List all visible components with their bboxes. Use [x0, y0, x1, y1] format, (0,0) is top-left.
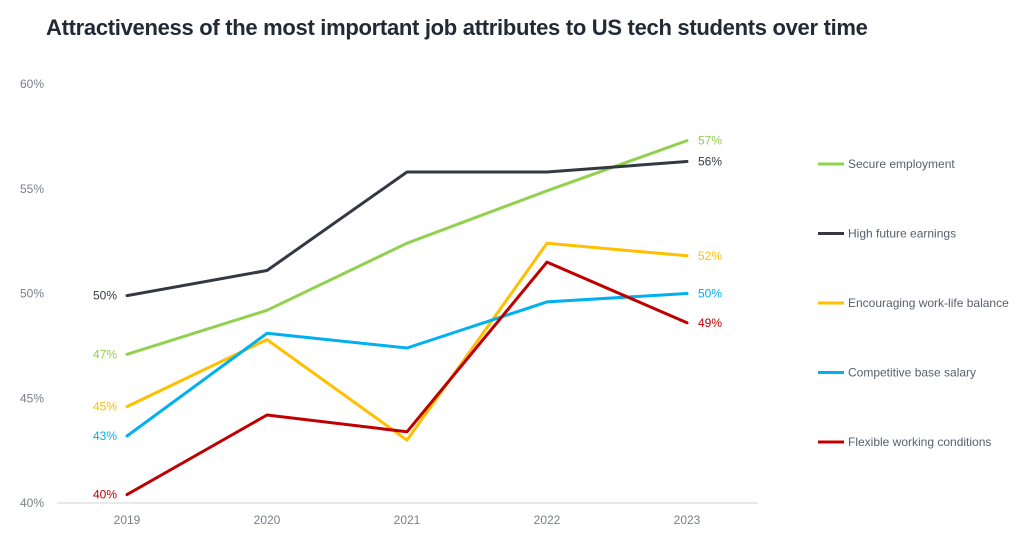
data-label-start: 45%: [93, 400, 117, 414]
legend-label: High future earnings: [848, 227, 956, 241]
data-label-end: 56%: [698, 155, 722, 169]
legend-label: Competitive base salary: [848, 366, 976, 380]
data-labels: 47% 57% 50% 56% 45% 52% 43% 50% 40% 49%: [93, 134, 722, 502]
series-line-3: [125, 292, 689, 438]
y-axis-ticks: 40% 45% 50% 55% 60%: [20, 77, 44, 510]
legend-label: Flexible working conditions: [848, 435, 991, 449]
x-tick-label: 2021: [394, 513, 421, 527]
y-tick-label: 60%: [20, 77, 44, 91]
x-tick-label: 2023: [674, 513, 701, 527]
data-label-start: 43%: [93, 429, 117, 443]
series-line-2: [125, 241, 689, 442]
x-axis-ticks: 2019 2020 2021 2022 2023: [114, 513, 701, 527]
series-line-1: [125, 160, 689, 298]
chart-title: Attractiveness of the most important job…: [46, 15, 868, 40]
y-tick-label: 45%: [20, 391, 44, 405]
data-label-end: 49%: [698, 316, 722, 330]
data-label-start: 50%: [93, 289, 117, 303]
x-tick-label: 2020: [254, 513, 281, 527]
legend-label: Encouraging work-life balance: [848, 296, 1009, 310]
data-label-start: 40%: [93, 488, 117, 502]
data-label-end: 57%: [698, 134, 722, 148]
x-tick-label: 2019: [114, 513, 141, 527]
data-label-end: 52%: [698, 249, 722, 263]
series-line-0: [125, 139, 689, 356]
series-lines: [125, 139, 689, 497]
y-tick-label: 50%: [20, 287, 44, 301]
data-label-start: 47%: [93, 347, 117, 361]
legend-label: Secure employment: [848, 157, 955, 171]
y-tick-label: 40%: [20, 496, 44, 510]
legend: Secure employment High future earnings Enc…: [818, 157, 1009, 449]
x-tick-label: 2022: [534, 513, 561, 527]
y-tick-label: 55%: [20, 182, 44, 196]
series-line-4: [125, 260, 689, 497]
data-label-end: 50%: [698, 287, 722, 301]
